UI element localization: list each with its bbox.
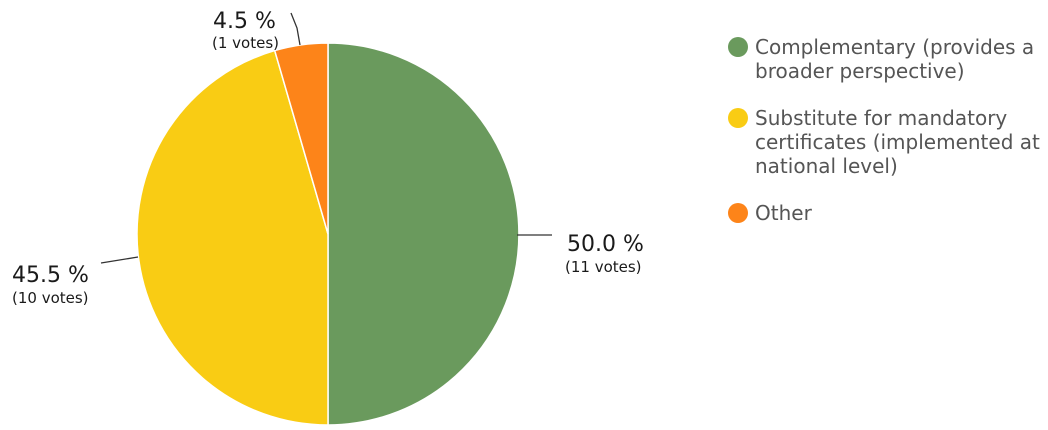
legend-label: Substitute for mandatory bbox=[755, 106, 1007, 130]
percent-label: 50.0 % bbox=[567, 232, 644, 257]
legend-label: Other bbox=[755, 201, 813, 225]
pie-slice-other[interactable] bbox=[273, 42, 329, 235]
legend-item-other[interactable]: Other bbox=[728, 201, 813, 225]
votes-label: (11 votes) bbox=[565, 258, 642, 276]
legend-marker bbox=[728, 108, 748, 128]
legend-label: national level) bbox=[755, 154, 898, 178]
percent-label: 4.5 % bbox=[213, 9, 276, 34]
legend-marker bbox=[728, 37, 748, 57]
slice-label-complementary-provides-a-broader: 50.0 %(11 votes) bbox=[517, 232, 644, 276]
legend-label: Complementary (provides a bbox=[755, 35, 1034, 59]
percent-label: 45.5 % bbox=[12, 263, 89, 288]
votes-label: (10 votes) bbox=[12, 289, 89, 307]
slice-label-substitute-for-mandatory-certifi: 45.5 %(10 votes) bbox=[12, 256, 139, 307]
leader-line bbox=[290, 12, 301, 46]
pie-slice-complementary-provides-a-broader[interactable] bbox=[327, 42, 520, 426]
slice-label-other: 4.5 %(1 votes) bbox=[212, 9, 301, 52]
pie-slices bbox=[136, 42, 520, 426]
leader-line bbox=[100, 256, 139, 264]
legend-label: certificates (implemented at bbox=[755, 130, 1040, 154]
pie-slice-substitute-for-mandatory-certifi[interactable] bbox=[136, 49, 329, 426]
votes-label: (1 votes) bbox=[212, 34, 279, 52]
legend-label: broader perspective) bbox=[755, 59, 965, 83]
legend-marker bbox=[728, 203, 748, 223]
